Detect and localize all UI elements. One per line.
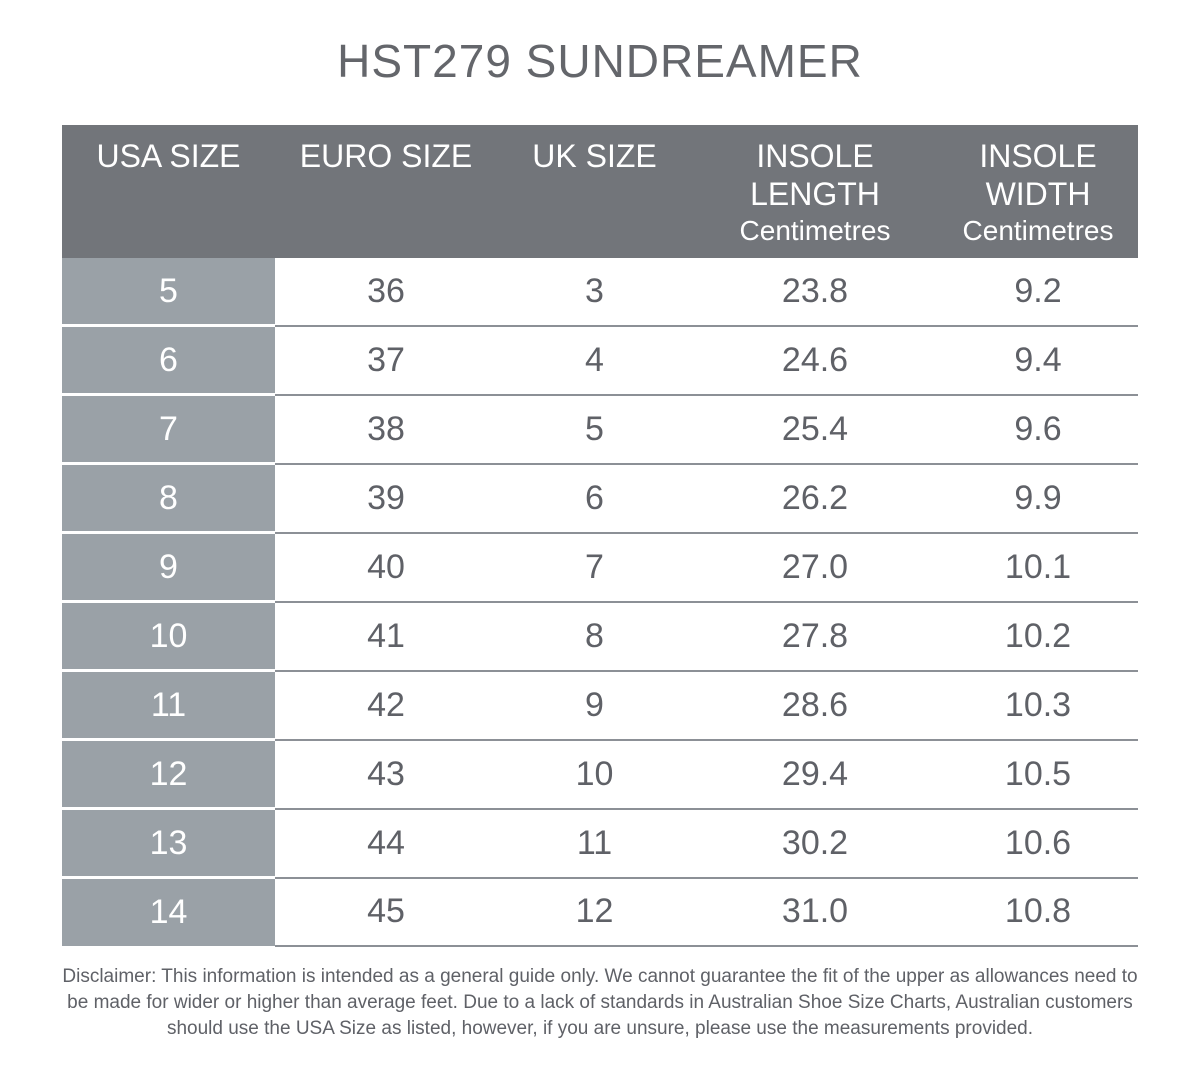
- column-header: USA SIZE: [62, 125, 275, 258]
- table-cell: 10.5: [938, 739, 1138, 810]
- column-header-label: INSOLE WIDTH: [979, 138, 1097, 212]
- table-row: 14 45 12 31.0 10.8: [62, 877, 1138, 947]
- column-header: INSOLE WIDTH Centimetres: [938, 125, 1138, 258]
- table-cell: 38: [275, 394, 497, 465]
- table-row: 10 41 8 27.8 10.2: [62, 601, 1138, 672]
- table-cell: 26.2: [692, 463, 938, 534]
- table-cell: 10.8: [938, 877, 1138, 947]
- table-row: 7 38 5 25.4 9.6: [62, 394, 1138, 465]
- page-title: HST279 SUNDREAMER: [337, 35, 863, 87]
- table-cell: 5: [497, 394, 692, 465]
- table-cell: 9.2: [938, 258, 1138, 327]
- table-cell: 9: [497, 670, 692, 741]
- table-cell: 45: [275, 877, 497, 947]
- header-row: USA SIZE EURO SIZE UK SIZE INSOLE LENGTH Cen…: [62, 125, 1138, 258]
- table-cell: 6: [62, 325, 275, 396]
- table-cell: 9.9: [938, 463, 1138, 534]
- table-cell: 4: [497, 325, 692, 396]
- table-cell: 10.1: [938, 532, 1138, 603]
- column-header-label: USA SIZE: [96, 138, 241, 174]
- table-cell: 37: [275, 325, 497, 396]
- table-cell: 25.4: [692, 394, 938, 465]
- table-cell: 8: [62, 463, 275, 534]
- table-cell: 10.6: [938, 808, 1138, 879]
- table-cell: 13: [62, 808, 275, 879]
- table-cell: 24.6: [692, 325, 938, 396]
- table-cell: 12: [497, 877, 692, 947]
- table-cell: 27.0: [692, 532, 938, 603]
- column-header-unit: Centimetres: [739, 215, 891, 246]
- table-row: 11 42 9 28.6 10.3: [62, 670, 1138, 741]
- size-chart-table: USA SIZE EURO SIZE UK SIZE INSOLE LENGTH Cen…: [62, 125, 1138, 947]
- table-cell: 10.3: [938, 670, 1138, 741]
- table-row: 13 44 11 30.2 10.6: [62, 808, 1138, 879]
- table-row: 5 36 3 23.8 9.2: [62, 258, 1138, 327]
- table-cell: 28.6: [692, 670, 938, 741]
- table-row: 9 40 7 27.0 10.1: [62, 532, 1138, 603]
- table-cell: 5: [62, 258, 275, 327]
- column-header-label: UK SIZE: [532, 138, 657, 174]
- column-header: UK SIZE: [497, 125, 692, 258]
- table-cell: 23.8: [692, 258, 938, 327]
- table-cell: 31.0: [692, 877, 938, 947]
- column-header-unit: Centimetres: [962, 215, 1114, 246]
- table-cell: 30.2: [692, 808, 938, 879]
- table-cell: 7: [62, 394, 275, 465]
- table-cell: 9.6: [938, 394, 1138, 465]
- table-cell: 8: [497, 601, 692, 672]
- table-cell: 40: [275, 532, 497, 603]
- table-cell: 36: [275, 258, 497, 327]
- column-header: INSOLE LENGTH Centimetres: [692, 125, 938, 258]
- column-header-label: INSOLE LENGTH: [750, 138, 880, 212]
- column-header-label: EURO SIZE: [299, 138, 473, 174]
- table-cell: 3: [497, 258, 692, 327]
- table-cell: 6: [497, 463, 692, 534]
- table-cell: 42: [275, 670, 497, 741]
- table-cell: 9.4: [938, 325, 1138, 396]
- table-cell: 10: [62, 601, 275, 672]
- table-cell: 10: [497, 739, 692, 810]
- table-cell: 7: [497, 532, 692, 603]
- table-cell: 9: [62, 532, 275, 603]
- table-cell: 41: [275, 601, 497, 672]
- table-cell: 44: [275, 808, 497, 879]
- table-cell: 43: [275, 739, 497, 810]
- table-cell: 10.2: [938, 601, 1138, 672]
- table-cell: 14: [62, 877, 275, 946]
- table-cell: 12: [62, 739, 275, 810]
- table-row: 6 37 4 24.6 9.4: [62, 325, 1138, 396]
- table-cell: 27.8: [692, 601, 938, 672]
- table-cell: 39: [275, 463, 497, 534]
- table-row: 8 39 6 26.2 9.9: [62, 463, 1138, 534]
- table-cell: 29.4: [692, 739, 938, 810]
- table-cell: 11: [497, 808, 692, 879]
- table-cell: 11: [62, 670, 275, 741]
- disclaimer: Disclaimer: This information is intended…: [62, 966, 1138, 1039]
- table-row: 12 43 10 29.4 10.5: [62, 739, 1138, 810]
- column-header: EURO SIZE: [275, 125, 497, 258]
